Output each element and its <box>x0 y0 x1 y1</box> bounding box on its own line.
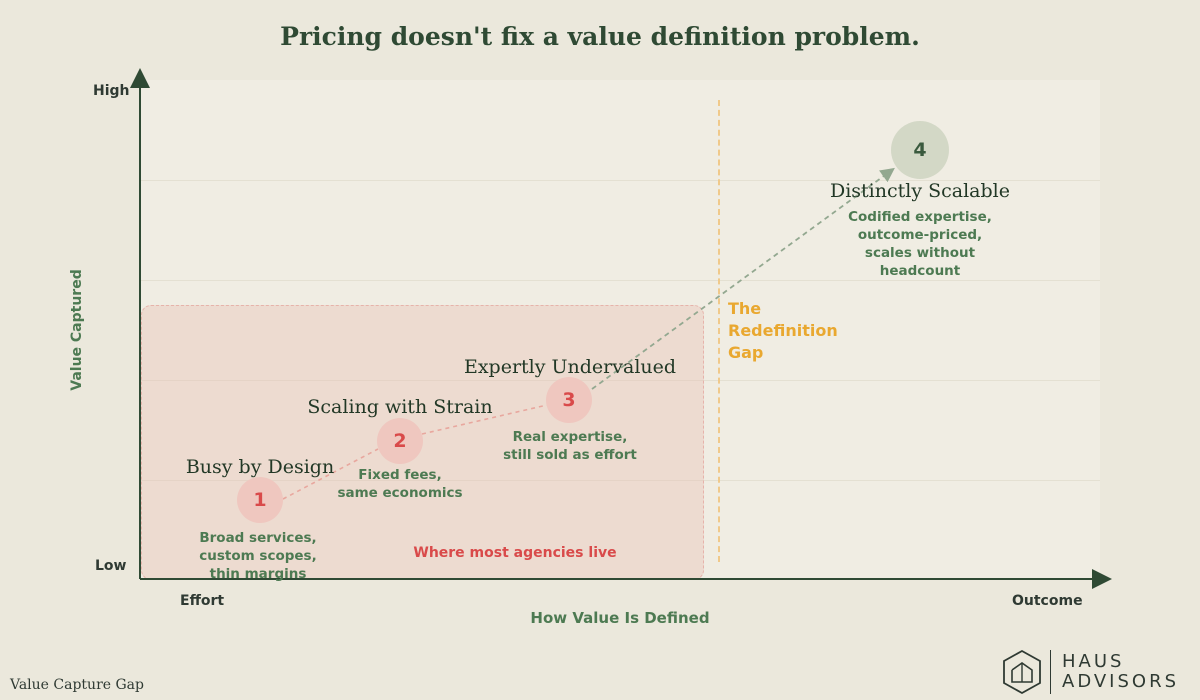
y-high-label: High <box>93 83 130 99</box>
stage-desc-line: Real expertise, <box>512 429 628 445</box>
y-low-label: Low <box>95 558 127 574</box>
grid-line <box>140 280 1100 281</box>
stage-1-marker: 1 <box>237 477 283 523</box>
gap-label-line: The <box>728 299 762 318</box>
stage-desc-line: Fixed fees, <box>358 467 442 483</box>
stage-2-name: Scaling with Strain <box>307 396 493 418</box>
stage-desc-line: thin margins <box>209 566 307 582</box>
brand-line: ADVISORS <box>1062 671 1180 692</box>
house-hexagon-icon <box>1003 649 1041 695</box>
stage-desc-line: Codified expertise, <box>848 209 992 225</box>
grid-line <box>140 380 1100 381</box>
gap-label-line: Redefinition <box>728 321 838 340</box>
grid-line <box>140 180 1100 181</box>
stage-3-marker: 3 <box>546 377 592 423</box>
stage-desc-line: custom scopes, <box>199 548 317 564</box>
x-low-label: Effort <box>180 593 225 609</box>
stage-4-marker: 4 <box>891 121 949 179</box>
zone-label: Where most agencies live <box>413 545 617 561</box>
footer-label: Value Capture Gap <box>10 677 144 693</box>
brand-logo: HAUS ADVISORS <box>1000 648 1195 696</box>
path-segment <box>282 448 379 500</box>
redefinition-gap-line <box>718 100 720 562</box>
x-axis-title: How Value Is Defined <box>530 609 710 627</box>
stage-3-description: Real expertise, still sold as effort <box>490 428 650 464</box>
page-title: Pricing doesn't fix a value definition p… <box>280 22 920 51</box>
stage-4-name: Distinctly Scalable <box>829 180 1010 202</box>
stage-1-name: Busy by Design <box>185 456 335 478</box>
x-high-label: Outcome <box>1012 593 1083 609</box>
stage-1-description: Broad services, custom scopes, thin marg… <box>178 529 338 583</box>
stage-desc-line: headcount <box>879 263 961 279</box>
stage-2-marker: 2 <box>377 418 423 464</box>
stage-2-description: Fixed fees, same economics <box>320 466 480 502</box>
y-axis-title: Value Captured <box>69 269 85 391</box>
grid-line <box>140 480 1100 481</box>
stage-desc-line: same economics <box>337 485 463 501</box>
brand-wordmark: HAUS ADVISORS <box>1062 652 1179 692</box>
brand-line: HAUS <box>1062 651 1125 672</box>
path-segment <box>591 167 895 390</box>
brand-divider <box>1050 650 1051 694</box>
stage-4-description: Codified expertise, outcome-priced, scal… <box>835 208 1005 280</box>
stage-3-name: Expertly Undervalued <box>463 356 677 378</box>
stage-desc-line: still sold as effort <box>503 447 637 463</box>
stage-desc-line: outcome-priced, <box>857 227 983 243</box>
redefinition-gap-label: The Redefinition Gap <box>728 298 838 364</box>
path-segment <box>421 404 548 435</box>
stage-desc-line: Broad services, <box>199 530 317 546</box>
gap-label-line: Gap <box>728 343 764 362</box>
stage-desc-line: scales without <box>864 245 976 261</box>
